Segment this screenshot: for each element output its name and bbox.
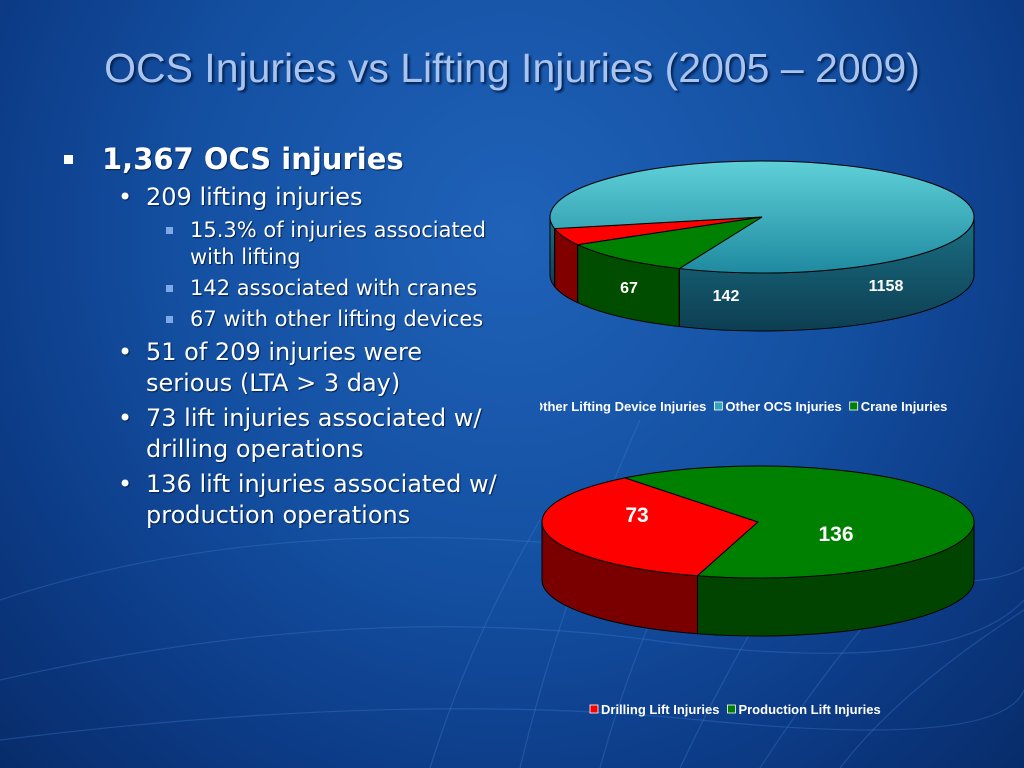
- bullet-text: 51 of 209 injuries were serious (LTA > 3…: [146, 338, 423, 397]
- pie-slice-other-ocs-injuries: [549, 160, 975, 274]
- bullet-text: 73 lift injuries associated w/ drilling …: [146, 404, 482, 463]
- pie-slice-crane-injuries: [576, 216, 763, 270]
- data-label: 67: [620, 280, 638, 297]
- legend-swatch: [849, 401, 859, 411]
- bullet-text: 15.3% of injuries associated with liftin…: [190, 218, 486, 269]
- legend-swatch: [727, 704, 736, 714]
- bullet-text: 136 lift injuries associated w/ producti…: [146, 470, 497, 529]
- square-bullet-icon: [64, 155, 73, 164]
- legend-label: Other OCS Injuries: [725, 399, 841, 414]
- pie-slice-production-lift-injuries: [623, 465, 975, 579]
- square-bullet-icon: [166, 227, 173, 234]
- slide-title: OCS Injuries vs Lifting Injuries (2005 –…: [104, 45, 920, 91]
- bullet-text: 1,367 OCS injuries: [102, 142, 404, 176]
- bullet-text: 209 lifting injuries: [146, 183, 363, 211]
- bullet-item: 15.3% of injuries associated with liftin…: [60, 217, 500, 271]
- dot-bullet-icon: •: [118, 338, 133, 366]
- dot-bullet-icon: •: [118, 470, 133, 498]
- legend-swatch: [589, 704, 599, 714]
- chart-legend: Drilling Lift Injuries Production Lift In…: [589, 702, 881, 717]
- legend-label: Crane Injuries: [861, 399, 948, 414]
- bullet-list: 1,367 OCS injuries • 209 lifting injurie…: [60, 140, 500, 531]
- data-label: 1158: [869, 278, 904, 295]
- legend-label: Production Lift Injuries: [738, 702, 880, 717]
- data-label: 142: [713, 288, 740, 305]
- dot-bullet-icon: •: [118, 404, 133, 432]
- legend-label: Other Lifting Device Injuries: [540, 399, 706, 414]
- bullet-item: • 136 lift injuries associated w/ produc…: [60, 469, 500, 531]
- data-label: 73: [625, 504, 648, 527]
- square-bullet-icon: [166, 316, 173, 323]
- square-bullet-icon: [166, 285, 173, 292]
- pie-slice-drilling-lift-injuries: [541, 477, 759, 577]
- legend-swatch: [713, 401, 723, 411]
- legend-label: Drilling Lift Injuries: [601, 702, 719, 717]
- data-label: 136: [818, 523, 853, 546]
- bullet-text: 142 associated with cranes: [190, 276, 478, 300]
- bullet-text: 67 with other lifting devices: [190, 307, 484, 331]
- bullet-item: • 209 lifting injuries: [60, 182, 500, 213]
- dot-bullet-icon: •: [118, 183, 133, 211]
- bullet-item: • 73 lift injuries associated w/ drillin…: [60, 403, 500, 465]
- chart-legend: Other Lifting Device Injuries Other OCS I…: [540, 399, 947, 414]
- lift-injuries-pie-chart: 73 136 Drilling Lift Injuries Production L…: [541, 465, 975, 717]
- bullet-item: 67 with other lifting devices: [60, 306, 500, 333]
- bullet-item: • 51 of 209 injuries were serious (LTA >…: [60, 337, 500, 399]
- bullet-item: 142 associated with cranes: [60, 275, 500, 302]
- bullet-item: 1,367 OCS injuries: [60, 140, 500, 178]
